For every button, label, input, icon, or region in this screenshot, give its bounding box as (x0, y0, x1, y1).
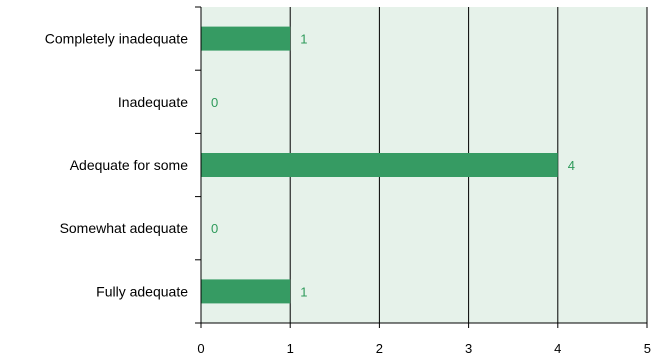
category-label: Fully adequate (96, 283, 188, 299)
bar-4 (201, 279, 291, 304)
data-label: 4 (568, 158, 575, 173)
data-label: 0 (211, 95, 218, 110)
category-label: Adequate for some (70, 157, 189, 173)
x-tick-label: 5 (644, 341, 651, 356)
x-tick-label: 0 (197, 341, 204, 356)
bars (201, 26, 558, 304)
data-label: 1 (300, 284, 307, 299)
category-labels: Completely inadequate Inadequate Adequate … (45, 31, 188, 300)
category-label: Inadequate (118, 94, 188, 110)
category-label: Completely inadequate (45, 31, 188, 47)
data-labels: 1 0 4 0 1 (211, 32, 575, 300)
category-label: Somewhat adequate (60, 220, 189, 236)
data-label: 0 (211, 221, 218, 236)
x-tick-label: 4 (554, 341, 561, 356)
x-tick-label: 1 (287, 341, 294, 356)
x-tick-label: 2 (376, 341, 383, 356)
bar-2 (201, 153, 558, 177)
x-tick-labels: 0 1 2 3 4 5 (197, 341, 651, 356)
x-tick-label: 3 (465, 341, 472, 356)
axes (195, 6, 648, 328)
bar-0 (201, 26, 291, 51)
data-label: 1 (300, 32, 307, 47)
